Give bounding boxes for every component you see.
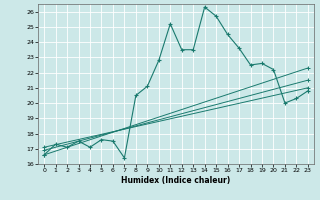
X-axis label: Humidex (Indice chaleur): Humidex (Indice chaleur) xyxy=(121,176,231,185)
